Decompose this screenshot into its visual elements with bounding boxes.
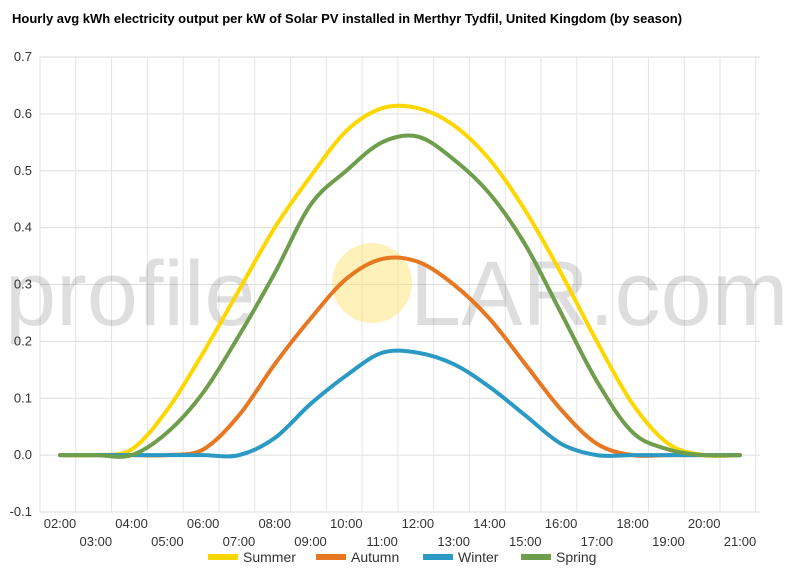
watermark-text-left: profile [5, 243, 256, 345]
watermark-text-right: LAR.com [410, 243, 788, 345]
grid-lines [39, 56, 760, 513]
x-tick-label: 08:00 [258, 516, 291, 531]
x-axis-tick-labels: 02:0003:0004:0005:0006:0007:0008:0009:00… [44, 516, 757, 549]
series-line-summer [58, 103, 742, 458]
legend-swatch-spring [521, 554, 551, 560]
x-tick-label: 05:00 [151, 534, 184, 549]
y-tick-label: 0.2 [14, 333, 32, 348]
x-tick-label: 10:00 [330, 516, 363, 531]
legend-swatch-winter [423, 554, 453, 560]
chart-title: Hourly avg kWh electricity output per kW… [12, 11, 683, 26]
y-tick-label: 0.7 [14, 49, 32, 64]
watermark-sun-icon [332, 243, 412, 323]
x-tick-label: 03:00 [80, 534, 113, 549]
y-tick-label: 0.3 [14, 277, 32, 292]
x-tick-label: 18:00 [616, 516, 649, 531]
x-tick-label: 17:00 [581, 534, 614, 549]
x-tick-label: 04:00 [115, 516, 148, 531]
x-tick-label: 06:00 [187, 516, 220, 531]
y-tick-label: 0.4 [14, 220, 32, 235]
x-tick-label: 16:00 [545, 516, 578, 531]
x-tick-label: 14:00 [473, 516, 506, 531]
y-tick-label: 0.5 [14, 163, 32, 178]
legend-label-summer: Summer [243, 549, 296, 565]
x-tick-label: 11:00 [366, 534, 398, 549]
y-tick-label: -0.1 [10, 504, 32, 519]
x-tick-label: 19:00 [652, 534, 685, 549]
x-tick-label: 13:00 [437, 534, 470, 549]
x-tick-label: 02:00 [44, 516, 77, 531]
watermark: profile LAR.com [5, 243, 788, 345]
x-tick-label: 21:00 [724, 534, 757, 549]
y-tick-label: 0.6 [14, 106, 32, 121]
y-tick-label: 0.0 [14, 447, 32, 462]
x-tick-label: 09:00 [294, 534, 327, 549]
x-tick-label: 07:00 [223, 534, 256, 549]
legend-label-autumn: Autumn [351, 549, 399, 565]
series-line-spring [58, 133, 742, 459]
series-lines [58, 103, 742, 459]
legend-label-winter: Winter [458, 549, 499, 565]
legend-swatch-autumn [316, 554, 346, 560]
x-tick-label: 15:00 [509, 534, 542, 549]
legend: Summer Autumn Winter Spring [208, 549, 596, 565]
series-line-winter [58, 348, 742, 459]
legend-label-spring: Spring [556, 549, 596, 565]
legend-swatch-summer [208, 554, 238, 560]
y-axis-tick-labels: -0.1 0.0 0.1 0.2 0.3 0.4 0.5 0.6 0.7 [10, 49, 32, 519]
x-tick-label: 20:00 [688, 516, 721, 531]
x-tick-label: 12:00 [402, 516, 435, 531]
y-tick-label: 0.1 [14, 390, 32, 405]
